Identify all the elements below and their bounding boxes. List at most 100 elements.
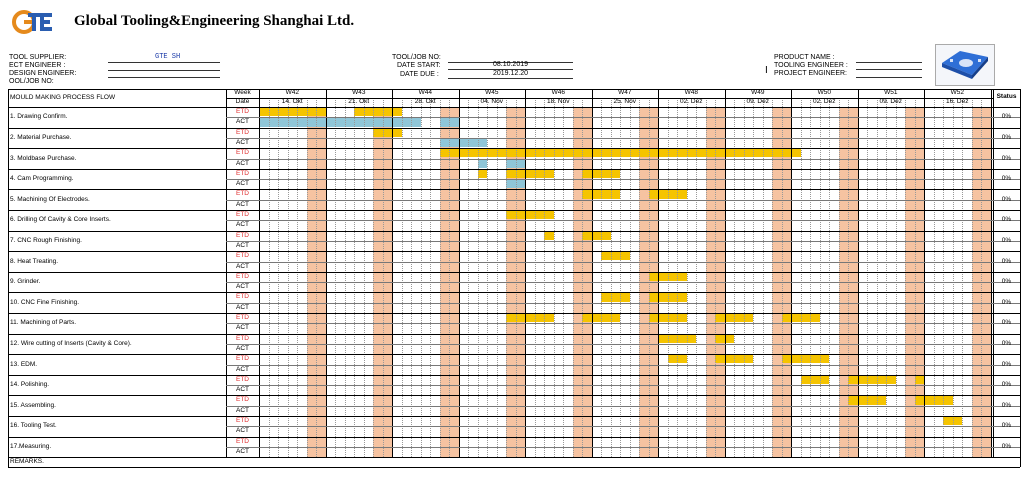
task-row-line — [8, 271, 1020, 273]
status-value: 0% — [1001, 216, 1012, 224]
day-line — [449, 97, 450, 458]
tool-job-label-left: OOL/JOB NO: — [9, 78, 54, 85]
status-value: 0% — [1001, 422, 1012, 430]
tooling-engineer-label: TOOLING ENGINEER : — [774, 62, 848, 69]
etd-bar — [506, 169, 554, 179]
week-line — [259, 89, 260, 458]
sub-row-line — [226, 364, 1020, 366]
etd-bar — [259, 108, 326, 117]
day-line — [601, 97, 602, 458]
etd-bar — [544, 231, 554, 240]
part-3d-icon — [942, 51, 988, 79]
day-line — [639, 97, 640, 458]
etd-bar — [354, 108, 402, 117]
week-date: 09. Dez — [879, 97, 902, 105]
week-number: W45 — [485, 89, 499, 96]
day-line — [344, 97, 346, 458]
day-line — [829, 97, 830, 458]
right-border — [1020, 89, 1021, 468]
act-bar — [439, 138, 487, 148]
week-line — [525, 89, 526, 458]
status-value: 0% — [1001, 195, 1012, 203]
status-value: 0% — [1001, 298, 1012, 306]
sub-row-line — [226, 385, 1020, 387]
task-row-line — [8, 127, 1020, 129]
task-name: 14. Polishing. — [10, 381, 50, 389]
task-row-line — [8, 333, 1020, 335]
etd-bar — [601, 252, 630, 261]
etd-label: ETD — [236, 293, 249, 301]
act-label: ACT — [236, 344, 249, 352]
logo-icon — [12, 10, 52, 34]
day-line — [914, 97, 916, 458]
day-line — [468, 97, 469, 458]
day-line — [753, 97, 754, 458]
day-line — [515, 97, 517, 458]
act-label: ACT — [236, 221, 249, 229]
act-label: ACT — [236, 406, 249, 414]
part-image — [935, 44, 995, 86]
etd-label: ETD — [236, 128, 249, 136]
task-row-line — [8, 395, 1020, 397]
task-name: 17.Measuring. — [10, 442, 52, 450]
day-line — [981, 97, 982, 458]
etd-bar — [506, 314, 554, 323]
day-line — [905, 97, 906, 458]
week-date: 02. Dez — [813, 97, 836, 105]
day-line — [848, 97, 849, 458]
day-line — [610, 97, 612, 458]
status-value: 0% — [1001, 360, 1012, 368]
week-number: W48 — [684, 89, 698, 96]
etd-bar — [914, 375, 924, 385]
date-header-label: Date — [235, 97, 250, 105]
week-number: W47 — [618, 89, 632, 96]
etd-label: ETD — [236, 252, 249, 260]
act-label: ACT — [236, 386, 249, 394]
day-line — [895, 97, 897, 458]
week-date: 18. Nov — [547, 97, 570, 105]
week-number: W50 — [817, 89, 831, 96]
day-line — [962, 97, 963, 458]
status-value: 0% — [1001, 401, 1012, 409]
status-value: 0% — [1001, 133, 1012, 141]
week-date: 16. Dez — [946, 97, 969, 105]
day-line — [677, 97, 678, 458]
status-value: 0% — [1001, 154, 1012, 162]
day-line — [401, 97, 403, 458]
day-line — [268, 97, 270, 458]
day-line — [648, 97, 650, 458]
task-name: 6. Drilling Of Cavity & Core Inserts. — [10, 216, 111, 224]
week-number: W44 — [418, 89, 432, 96]
day-line — [810, 97, 811, 458]
product-name-line — [856, 62, 922, 63]
etd-label: ETD — [236, 417, 249, 424]
act-label: ACT — [236, 324, 249, 332]
week-number: W51 — [884, 89, 898, 96]
etd-label: ETD — [236, 314, 249, 321]
sub-row-line — [226, 179, 1020, 181]
week-date: 04. Nov — [480, 97, 503, 105]
task-row-line — [8, 374, 1020, 376]
etd-bar — [601, 293, 630, 302]
date-due-line — [448, 78, 573, 79]
task-row-line — [8, 230, 1020, 232]
day-line — [297, 97, 298, 458]
etd-label: ETD — [236, 375, 249, 383]
sub-row-line — [226, 282, 1020, 284]
day-line — [439, 97, 441, 458]
day-line — [544, 97, 545, 458]
day-line — [506, 97, 507, 458]
etd-label: ETD — [236, 272, 249, 280]
status-value: 0% — [1001, 113, 1012, 121]
day-line — [582, 97, 583, 458]
day-line — [800, 97, 802, 458]
tooling-engineer-line — [856, 69, 922, 70]
status-value: 0% — [1001, 319, 1012, 327]
sub-row-line — [226, 446, 1020, 448]
week-line — [857, 89, 859, 458]
tool-supplier-value: GTE SH — [155, 53, 181, 61]
etd-label: ETD — [236, 231, 249, 239]
task-row-line — [8, 251, 1020, 253]
week-date: 02. Dez — [680, 97, 703, 105]
